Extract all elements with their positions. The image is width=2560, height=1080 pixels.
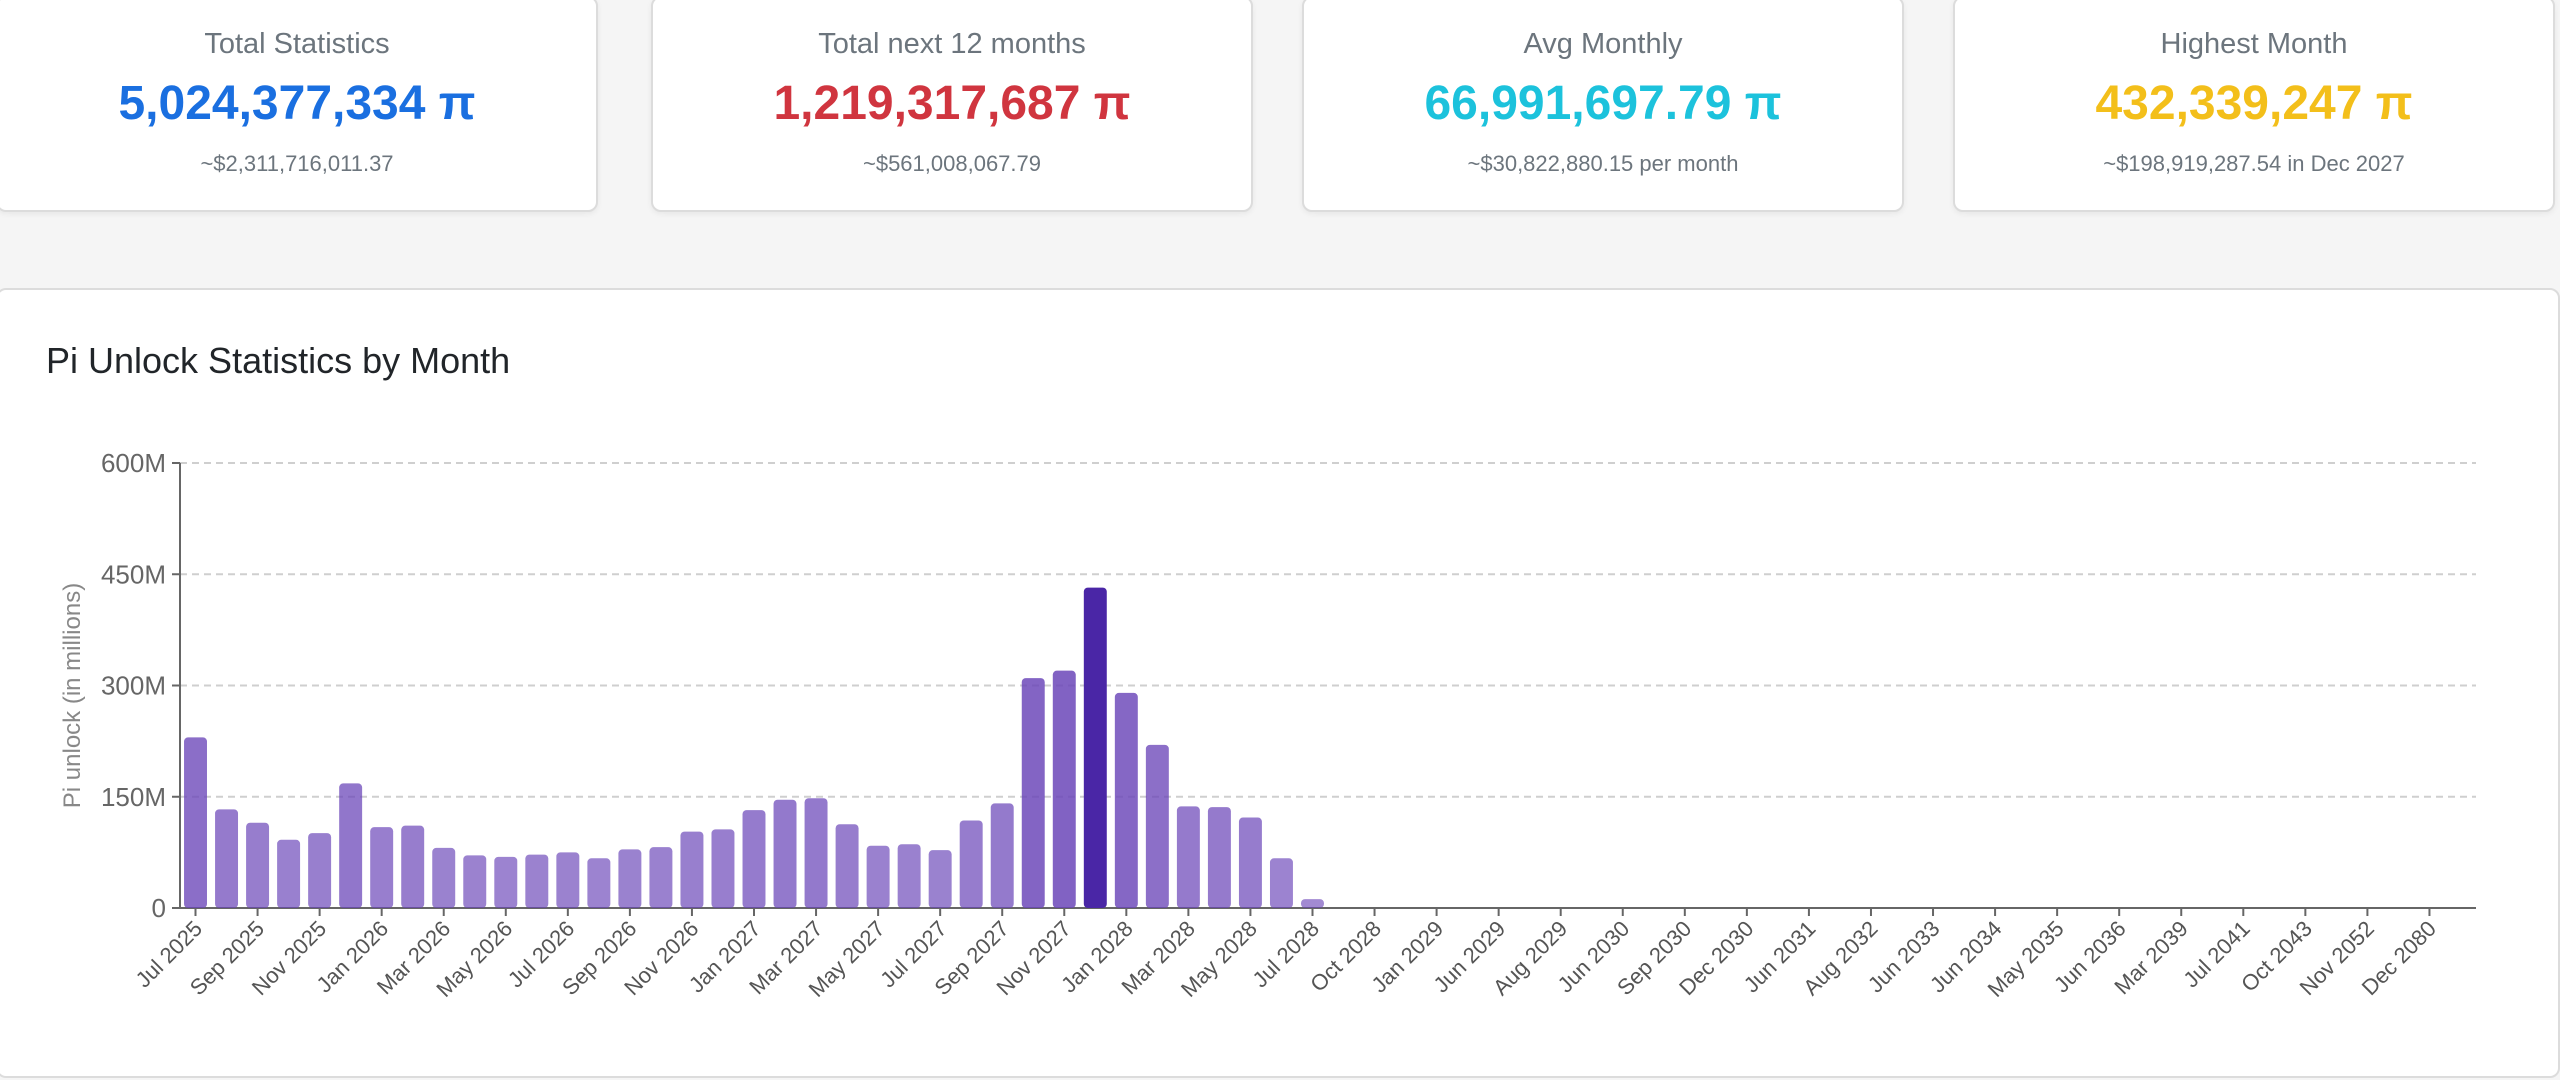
bar: [835, 824, 859, 908]
bar: [1269, 858, 1293, 908]
bar: [370, 827, 394, 908]
bar: [339, 783, 363, 908]
bar: [649, 847, 673, 908]
bar: [928, 850, 952, 908]
card-subvalue: ~$2,311,716,011.37: [200, 151, 394, 176]
bar: [277, 839, 301, 908]
card-subvalue: ~$561,008,067.79: [862, 151, 1041, 176]
chart-title: Pi Unlock Statistics by Month: [46, 340, 511, 381]
highest-month-card: Highest Month 432,339,247 π ~$198,919,28…: [1953, 0, 2555, 212]
bar-chart: 0 150M 300M 450M 600M Pi unlock (in millions)…: [59, 448, 2476, 1002]
chart-panel: Pi Unlock Statistics by Month 0 150M 300M 4…: [0, 288, 2560, 1078]
card-label: Total next 12 months: [818, 28, 1086, 60]
total-next-12-months-card: Total next 12 months 1,219,317,687 π ~$5…: [651, 0, 1253, 212]
y-tick-label: 150M: [101, 782, 166, 812]
bar: [773, 799, 797, 908]
bar: [463, 855, 487, 908]
bar: [215, 809, 239, 908]
bar: [401, 825, 425, 908]
bar: [618, 849, 642, 908]
bar: [897, 844, 921, 908]
bar: [680, 831, 704, 908]
y-axis-label: Pi unlock (in millions): [59, 583, 86, 808]
y-tick-label: 0: [152, 893, 166, 923]
bar: [184, 737, 207, 908]
bar: [494, 856, 518, 908]
y-tick-label: 450M: [101, 559, 166, 589]
summary-cards: Total Statistics 5,024,377,334 π ~$2,311…: [0, 0, 2560, 214]
bar: [711, 829, 735, 908]
bar: [1083, 587, 1107, 908]
bar: [1176, 806, 1200, 908]
bar: [556, 852, 580, 908]
bar: [1207, 807, 1231, 908]
bar: [1052, 670, 1076, 908]
bar: [1301, 899, 1324, 908]
bar: [246, 822, 270, 908]
y-tick-label: 600M: [101, 448, 166, 478]
card-label: Total Statistics: [204, 28, 390, 60]
bar: [308, 833, 332, 908]
bar: [742, 810, 766, 908]
bar: [1114, 692, 1138, 908]
total-statistics-card: Total Statistics 5,024,377,334 π ~$2,311…: [0, 0, 598, 212]
card-subvalue: ~$30,822,880.15 per month: [1467, 151, 1739, 176]
bar: [432, 847, 456, 908]
card-value: 432,339,247 π: [2095, 77, 2413, 130]
bar: [1238, 817, 1262, 908]
avg-monthly-card: Avg Monthly 66,991,697.79 π ~$30,822,880…: [1302, 0, 1904, 212]
card-label: Highest Month: [2160, 28, 2348, 60]
bar: [1145, 744, 1169, 908]
bar: [866, 845, 890, 908]
card-value: 66,991,697.79 π: [1424, 77, 1782, 130]
bar: [1021, 678, 1045, 908]
bar: [587, 858, 611, 908]
y-tick-label: 300M: [101, 671, 166, 701]
bar: [959, 820, 983, 908]
card-value: 1,219,317,687 π: [773, 77, 1131, 130]
bar: [804, 798, 828, 908]
card-label: Avg Monthly: [1523, 28, 1683, 60]
bar: [525, 854, 549, 908]
card-value: 5,024,377,334 π: [118, 77, 476, 130]
bar: [990, 803, 1014, 908]
card-subvalue: ~$198,919,287.54 in Dec 2027: [2103, 151, 2405, 176]
